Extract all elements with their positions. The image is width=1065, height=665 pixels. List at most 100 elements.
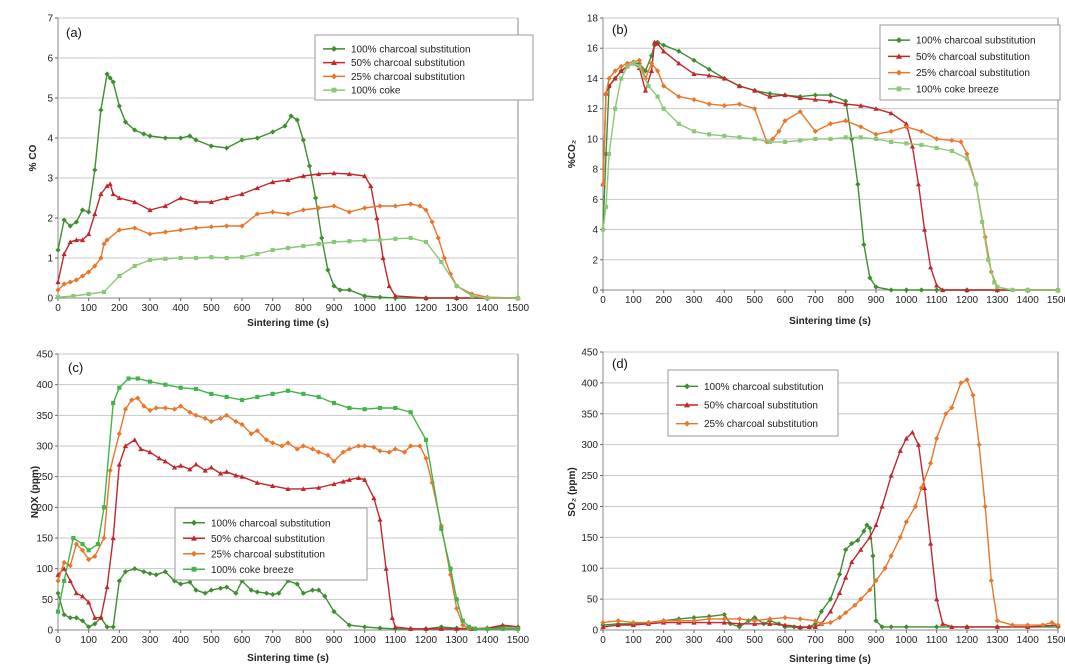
panel-a-x-tick-label: 1500 [507, 303, 530, 314]
panel-a-data-point [67, 239, 73, 245]
panel-b-y-tick-label: 8 [592, 165, 598, 176]
panel-c-data-point [217, 471, 224, 476]
panel-a-data-point [454, 295, 460, 301]
panel-d-data-point [928, 540, 934, 546]
panel-d-data-point [949, 624, 955, 629]
panel-b-data-point [651, 39, 658, 45]
panel-c-data-point [347, 405, 352, 411]
panel-c-data-point [331, 400, 337, 406]
panel-c-data-point [122, 569, 129, 575]
panel-c-data-point [285, 440, 291, 446]
panel-a-data-point [224, 195, 230, 201]
panel-a-data-point [313, 195, 319, 201]
panel-c-data-point [61, 612, 67, 618]
panel-d-legend-box [667, 369, 839, 437]
panel-b-x-tick-label: 500 [746, 295, 763, 306]
panel-a-data-point [377, 237, 383, 243]
panel-b-data-point [915, 181, 922, 187]
panel-b-legend-label: 50% charcoal substitution [916, 52, 1030, 63]
panel-b-data-point [625, 64, 630, 69]
panel-d-data-point [879, 503, 885, 509]
panel-b-data-point [843, 118, 849, 124]
panel-a-data-point [306, 163, 313, 169]
panel-c-data-point [117, 385, 122, 390]
panel-d-data-point [827, 619, 834, 626]
panel-c-frame [57, 353, 519, 631]
panel-a-data-point [362, 173, 368, 179]
panel-c-data-point [316, 394, 321, 400]
panel-b-data-point [903, 121, 909, 126]
panel-b-legend-marker [896, 86, 902, 92]
panel-b-data-point [707, 132, 712, 137]
panel-b-data-point [904, 141, 909, 146]
panel-b-data-point [934, 136, 940, 142]
panel-d-data-point [752, 618, 758, 624]
panel-a-data-point [270, 129, 276, 135]
panel-d-data-point [888, 553, 894, 559]
panel-c-data-point [67, 563, 73, 569]
panel-c-data-point [208, 418, 214, 425]
panel-c-data-point [423, 437, 429, 442]
panel-c-data-point [340, 478, 346, 484]
panel-a-data-point [178, 227, 184, 233]
panel-a-data-point [316, 171, 322, 177]
panel-a-data-point [325, 267, 331, 273]
panel-d-data-point [873, 577, 879, 584]
panel-a-data-point [79, 207, 86, 213]
panel-d-data-point [888, 624, 894, 630]
panel-a-data-point [435, 235, 441, 241]
panel-b-data-point [858, 103, 864, 108]
panel-b-x-tick-label: 1500 [1047, 295, 1065, 306]
panel-a-y-axis-label: % CO [28, 144, 39, 171]
panel-c-data-point [239, 474, 245, 479]
panel-c-data-point [362, 477, 368, 482]
panel-d-x-tick-label: 500 [746, 635, 763, 646]
panel-a-legend-label: 25% charcoal substitution [351, 72, 465, 83]
panel-d-data-point [736, 621, 743, 626]
panel-a-y-tick-label: 1 [47, 254, 53, 265]
panel-b-data-point [737, 135, 742, 140]
panel-c-x-tick-label: 0 [55, 635, 61, 646]
panel-d-data-point [934, 435, 940, 442]
panel-a-data-point [116, 195, 122, 201]
panel-d-data-point [691, 618, 697, 624]
panel-d-data-point [849, 559, 855, 565]
panel-d-data-point [1009, 622, 1016, 628]
panel-c-data-point [233, 472, 239, 478]
panel-d-x-tick-label: 700 [807, 635, 824, 646]
panel-b-x-tick-label: 200 [655, 295, 672, 306]
panel-c-data-point [162, 458, 168, 464]
panel-d-data-point [870, 553, 876, 559]
panel-d-data-point [897, 534, 903, 540]
panel-b-data-point [767, 93, 773, 99]
panel-b-series-4 [600, 61, 1061, 293]
panel-d-data-point [843, 547, 849, 553]
panel-a-data-point [98, 255, 104, 261]
panel-c-data-point [86, 624, 92, 630]
panel-d-data-point [827, 596, 834, 602]
panel-c-data-point [377, 405, 383, 411]
panel-a-data-point [515, 295, 521, 301]
panel-d-data-point [767, 621, 773, 626]
panel-c-data-point [393, 405, 398, 411]
panel-c-data-point [448, 566, 453, 571]
panel-d-data-point [1055, 622, 1061, 628]
panel-a-data-point [408, 201, 414, 207]
panel-b-data-point [648, 68, 655, 73]
panel-c-data-point [153, 572, 159, 578]
panel-b-data-point [676, 48, 682, 54]
panel-a-data-point [86, 231, 92, 237]
panel-c-data-point [92, 553, 98, 559]
panel-d-y-tick-label: 400 [581, 378, 598, 389]
panel-b-data-point [934, 145, 939, 151]
panel-d-data-point [837, 571, 843, 577]
panel-d-data-point [645, 619, 652, 626]
panel-a-data-point [110, 79, 116, 85]
panel-c-data-point [92, 621, 98, 627]
panel-a-series-line [57, 203, 519, 299]
panel-b-data-point [986, 257, 991, 262]
panel-b-data-point [646, 83, 651, 89]
panel-c-data-point [86, 548, 91, 553]
panel-a-data-point [331, 239, 337, 245]
panel-a-data-point [254, 211, 260, 217]
